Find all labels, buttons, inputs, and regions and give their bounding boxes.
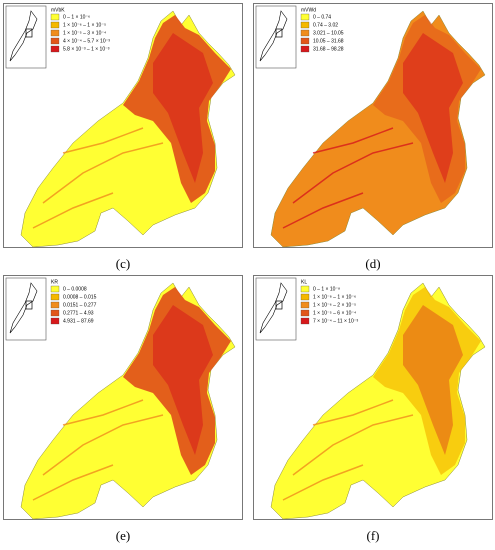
legend-swatch bbox=[300, 21, 310, 29]
legend-swatch bbox=[50, 285, 60, 293]
legend-swatch bbox=[300, 301, 310, 309]
legend-swatch bbox=[300, 285, 310, 293]
legend-title: KL bbox=[301, 279, 307, 285]
legend-entry: 1 × 10⁻⁵ – 6 × 10⁻⁴ bbox=[313, 310, 356, 316]
hot-core bbox=[403, 33, 463, 183]
legend-entry: 31.68 – 98.28 bbox=[313, 46, 344, 52]
legend-entry: 1 × 10⁻⁵ – 3 × 10⁻⁴ bbox=[63, 30, 106, 36]
legend-entry: 4.931 – 87.69 bbox=[63, 318, 94, 324]
legend-title: mVbK bbox=[51, 7, 65, 13]
legend-entry: 0.0008 – 0.015 bbox=[63, 294, 97, 300]
legend-entry: 0.2771 – 4.93 bbox=[63, 310, 94, 316]
inset-highlight bbox=[25, 300, 33, 310]
legend-entry: 0 – 1 × 10⁻⁶ bbox=[63, 14, 90, 20]
hot-core bbox=[153, 305, 213, 455]
legend-swatch bbox=[300, 45, 310, 53]
drainage-lines bbox=[32, 127, 164, 229]
legend-entry: 5.8 × 10⁻³ – 1 × 10⁻³ bbox=[63, 46, 110, 52]
inset-highlight bbox=[275, 28, 283, 38]
legend-entry: 1 × 10⁻⁶ – 2 × 10⁻⁵ bbox=[313, 302, 356, 308]
legend-entry: 4 × 10⁻⁴ – 5.7 × 10⁻³ bbox=[63, 38, 110, 44]
legend-entry: 0.74 – 3.02 bbox=[313, 22, 338, 28]
map-panel: KR 0 – 0.0008 0.0008 – 0.015 0.0151 – 0.277… bbox=[3, 275, 243, 520]
legend-swatch bbox=[300, 37, 310, 45]
inset-highlight bbox=[275, 300, 283, 310]
panel-caption: (d) bbox=[365, 256, 380, 271]
panel-caption: (f) bbox=[367, 528, 380, 543]
legend-swatch bbox=[300, 309, 310, 317]
legend-swatch bbox=[50, 293, 60, 301]
legend-swatch bbox=[50, 317, 60, 325]
drainage-lines bbox=[282, 399, 414, 501]
legend-swatch bbox=[50, 21, 60, 29]
inset-highlight bbox=[25, 28, 33, 38]
legend-entry: 10.05 – 31.68 bbox=[313, 38, 344, 44]
panel-caption: (c) bbox=[116, 256, 130, 271]
hot-core bbox=[153, 33, 213, 183]
legend-entry: 3.021 – 10.05 bbox=[313, 30, 344, 36]
panel-caption: (e) bbox=[116, 528, 130, 543]
legend-swatch bbox=[50, 301, 60, 309]
legend-swatch bbox=[300, 293, 310, 301]
drainage-lines bbox=[32, 399, 164, 501]
map-panel: KL 0 – 1 × 10⁻⁸ 1 × 10⁻⁸ – 1 × 10⁻⁶ 1 × 10⁻… bbox=[253, 275, 493, 520]
legend-swatch bbox=[50, 45, 60, 53]
legend-swatch bbox=[300, 317, 310, 325]
legend-swatch bbox=[300, 13, 310, 21]
legend-swatch bbox=[50, 37, 60, 45]
legend-entry: 7 × 10⁻⁴ – 11 × 10⁻³ bbox=[313, 318, 358, 324]
legend-swatch bbox=[50, 29, 60, 37]
legend-swatch bbox=[50, 13, 60, 21]
legend-entry: 1 × 10⁻⁸ – 1 × 10⁻⁶ bbox=[313, 294, 356, 300]
legend-title: KR bbox=[51, 279, 58, 285]
legend-entry: 0 – 0.74 bbox=[313, 14, 331, 20]
legend-entry: 0.0151 – 0.277 bbox=[63, 302, 97, 308]
legend-swatch bbox=[300, 29, 310, 37]
hot-core bbox=[403, 305, 463, 455]
drainage-lines bbox=[282, 127, 414, 229]
legend-swatch bbox=[50, 309, 60, 317]
legend-title: mVWd bbox=[301, 7, 316, 13]
legend-entry: 0 – 0.0008 bbox=[63, 286, 87, 292]
legend-entry: 1 × 10⁻⁶ – 1 × 10⁻⁵ bbox=[63, 22, 106, 28]
legend-entry: 0 – 1 × 10⁻⁸ bbox=[313, 286, 340, 292]
